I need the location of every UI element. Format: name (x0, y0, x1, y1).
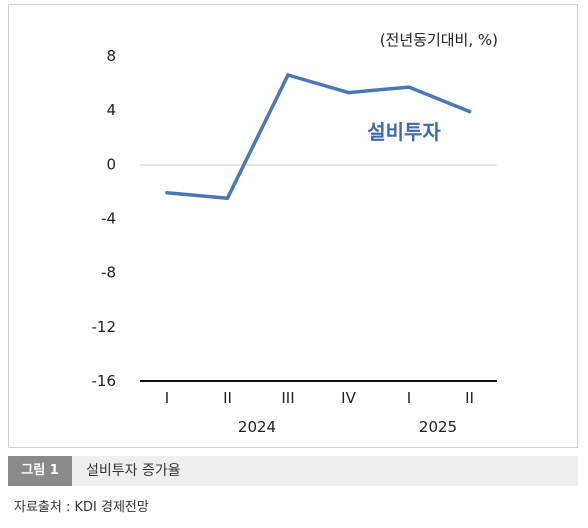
chart: 840-4-8-12-16 I II III IV I II (전년동기대비, %) 설비… (92, 31, 499, 436)
y-tick-label: 0 (106, 155, 116, 173)
y-tick-label: -4 (101, 210, 116, 228)
data-point (346, 90, 351, 95)
series-label: 설비투자 (367, 120, 441, 144)
y-tick-label: -12 (92, 318, 117, 336)
figure-title: 설비투자 증가율 (86, 463, 181, 479)
year-label-2025: 2025 (419, 418, 457, 436)
source-note: 자료출처 : KDI 경제전망 (14, 500, 149, 515)
year-label-2024: 2024 (238, 418, 276, 436)
series-line-equipment-investment (165, 73, 472, 200)
y-tick-label: -16 (92, 372, 117, 390)
y-tick-label: 4 (106, 101, 116, 119)
x-tick-label: II (223, 389, 232, 407)
y-tick-label: 8 (106, 47, 116, 65)
x-tick-label: IV (341, 389, 356, 407)
data-point (467, 109, 472, 114)
unit-label: (전년동기대비, %) (380, 31, 498, 49)
x-tick-label: I (165, 389, 169, 407)
x-tick-label: III (281, 389, 294, 407)
x-tick-label: II (465, 389, 474, 407)
figure-number: 그림 1 (8, 456, 72, 486)
caption-bar: 그림 1 설비투자 증가율 (8, 456, 578, 486)
data-point (286, 73, 290, 77)
data-point (407, 85, 411, 89)
x-tick-label: I (407, 389, 411, 407)
data-point (165, 191, 169, 195)
data-point (225, 196, 230, 200)
y-tick-label: -8 (101, 264, 116, 282)
